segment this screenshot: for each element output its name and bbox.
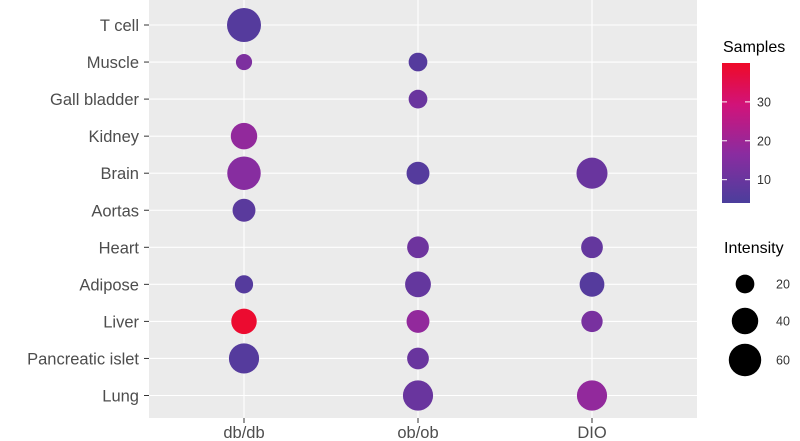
intensity-key-dot-40 (731, 307, 759, 335)
y-tick-label-liver: Liver (103, 313, 139, 331)
y-tick-label-gall-bladder: Gall bladder (50, 91, 139, 109)
intensity-key-label-60: 60 (776, 354, 790, 368)
samples-tick-label-30: 30 (757, 95, 771, 109)
point-db-db-liver (231, 308, 257, 335)
samples-tick-label-20: 20 (757, 134, 771, 148)
point-ob-ob-muscle (408, 52, 428, 72)
samples-legend-title: Samples (723, 39, 785, 56)
x-axis: db/db ob/ob DIO (223, 418, 607, 441)
intensity-key-label-40: 40 (776, 315, 790, 329)
point-db-db-muscle (235, 53, 253, 71)
y-tick-label-pancreatic-islet: Pancreatic islet (27, 350, 139, 368)
point-db-db-aortas (232, 198, 256, 222)
samples-tick-label-10: 10 (757, 173, 771, 187)
samples-legend: Samples 10 20 30 (722, 39, 785, 203)
point-ob-ob-lung (402, 380, 434, 411)
y-tick-label-muscle: Muscle (87, 54, 139, 72)
intensity-key-label-20: 20 (776, 278, 790, 292)
x-tick-label-ob-ob: ob/ob (397, 424, 438, 441)
point-dio-brain (576, 157, 608, 189)
y-axis: T cell Muscle Gall bladder Kidney Brain Aorta… (27, 17, 149, 406)
y-tick-label-aortas: Aortas (91, 202, 139, 220)
point-ob-ob-liver (406, 309, 430, 333)
point-ob-ob-heart (407, 236, 429, 259)
point-dio-adipose (579, 271, 605, 297)
point-db-db-kidney (230, 122, 258, 150)
y-tick-label-brain: Brain (100, 165, 139, 183)
intensity-legend-title: Intensity (724, 240, 784, 257)
intensity-legend: Intensity 20 40 60 (724, 240, 790, 377)
y-tick-label-t-cell: T cell (100, 17, 139, 35)
point-ob-ob-adipose (405, 271, 431, 298)
point-db-db-pancreatic-islet (228, 343, 260, 374)
point-dio-heart (581, 236, 603, 259)
point-ob-ob-gall-bladder (408, 89, 428, 109)
x-tick-label-dio: DIO (577, 424, 607, 441)
point-ob-ob-brain (406, 161, 430, 185)
data-points (227, 8, 608, 411)
samples-colorbar (722, 63, 750, 203)
x-tick-label-db-db: db/db (223, 424, 264, 441)
point-dio-liver (581, 310, 603, 333)
y-tick-label-heart: Heart (99, 239, 140, 257)
y-tick-label-adipose: Adipose (79, 276, 139, 294)
intensity-key-dot-60 (728, 343, 762, 377)
point-dio-lung (576, 380, 608, 411)
intensity-key-dot-20 (735, 274, 755, 294)
point-ob-ob-pancreatic-islet (407, 347, 429, 370)
point-db-db-adipose (234, 275, 254, 294)
y-tick-label-lung: Lung (102, 388, 139, 406)
point-db-db-t-cell (227, 8, 261, 42)
point-db-db-brain (227, 156, 261, 190)
y-tick-label-kidney: Kidney (89, 128, 140, 146)
